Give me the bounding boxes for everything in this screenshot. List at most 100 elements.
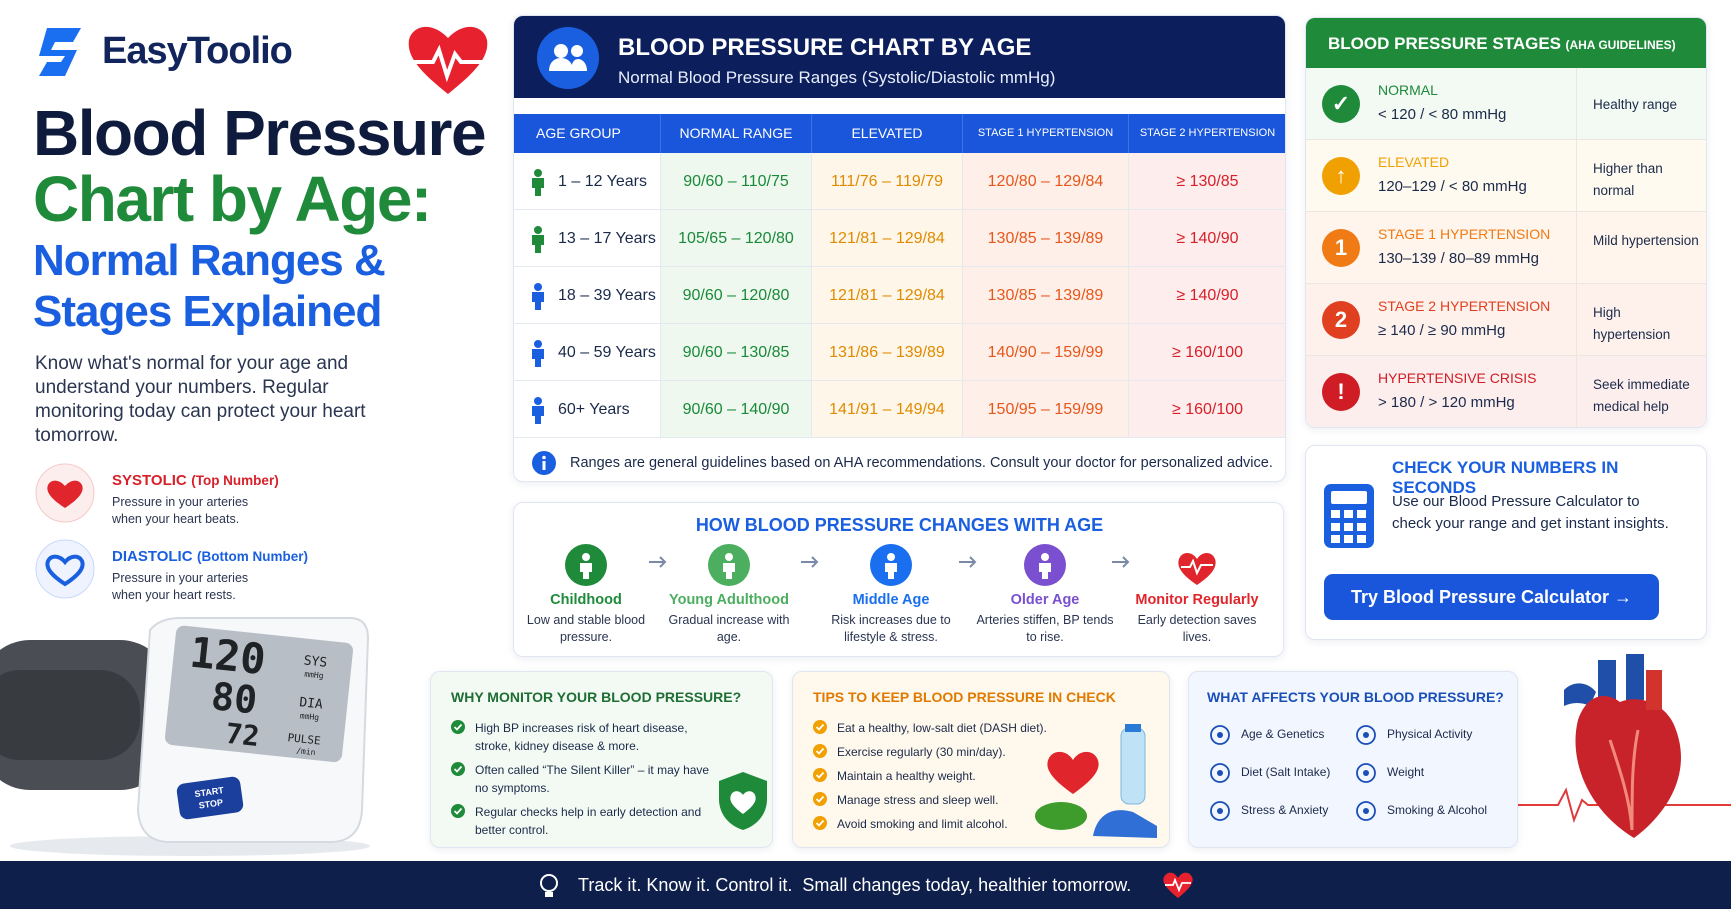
person-icon	[532, 397, 544, 424]
definition-text: Pressure in your arteries when your hear…	[112, 495, 249, 526]
tips-card: TIPS TO KEEP BLOOD PRESSURE IN CHECK Eat…	[792, 671, 1170, 848]
stage-meaning: Seek immediate medical help	[1593, 377, 1690, 414]
changes-card: HOW BLOOD PRESSURE CHANGES WITH AGE Chil…	[513, 502, 1284, 657]
factor-label: Weight	[1387, 765, 1425, 779]
tick	[815, 819, 825, 827]
body	[723, 563, 735, 579]
monitor-sys: SYS	[303, 653, 328, 670]
check-card: CHECK YOUR NUMBERS IN SECONDS Use our Bl…	[1305, 445, 1707, 640]
check-title: CHECK YOUR NUMBERS IN SECONDS	[1392, 458, 1619, 497]
stage-name: Monitor Regularly	[1135, 592, 1259, 608]
icon-ring	[1356, 801, 1376, 821]
factor-label: Stress & Anxiety	[1241, 803, 1329, 817]
icon-ring	[1210, 763, 1230, 783]
arrow-shape	[959, 556, 977, 568]
range-cell: ≥ 140/90	[1129, 267, 1285, 324]
stage-icon	[1024, 544, 1066, 586]
shield-icon	[719, 772, 767, 830]
tick	[453, 765, 463, 773]
stage-badge: !	[1322, 373, 1360, 411]
icon-bg	[813, 768, 827, 782]
range-cell: 141/91 – 149/94	[812, 381, 963, 438]
person-icon	[532, 169, 544, 196]
icon-heart	[47, 480, 83, 508]
monitor-sys-value: 120	[187, 628, 268, 685]
footer-heart	[1163, 872, 1193, 898]
heart-icon	[408, 26, 488, 94]
check-icon	[813, 792, 827, 806]
title-line: Stages Explained	[33, 287, 382, 336]
stage-name: Middle Age	[852, 592, 930, 608]
screen	[165, 625, 353, 763]
factor-icon	[1356, 801, 1376, 821]
stage-name: NORMAL	[1378, 82, 1438, 98]
monitor-dia: DIA	[299, 695, 324, 712]
age-cell: 13 – 17 Years	[514, 210, 661, 267]
stage-reading: 120–129 / < 80 mmHg	[1378, 178, 1527, 195]
tips-title: TIPS TO KEEP BLOOD PRESSURE IN CHECK	[813, 689, 1116, 705]
stage-meaning: High hypertension	[1593, 305, 1671, 342]
stage-name: Childhood	[550, 592, 622, 608]
bulb-icon	[540, 874, 558, 897]
table-note: Ranges are general guidelines based on A…	[570, 455, 1273, 471]
button-label: START	[194, 785, 225, 799]
body	[1039, 563, 1051, 579]
icon-bg	[813, 792, 827, 806]
factor-label: Age & Genetics	[1241, 727, 1325, 741]
factor-label: Diet (Salt Intake)	[1241, 765, 1331, 779]
stage-name: STAGE 1 HYPERTENSION	[1378, 226, 1551, 242]
list-item: Maintain a healthy weight.	[837, 769, 976, 783]
table-header	[514, 16, 1285, 98]
tick	[815, 723, 825, 731]
table-subtitle: Normal Blood Pressure Ranges (Systolic/D…	[618, 68, 1056, 87]
why-title: WHY MONITOR YOUR BLOOD PRESSURE?	[451, 689, 742, 705]
range-cell: 130/85 – 139/89	[963, 210, 1129, 267]
tick	[815, 771, 825, 779]
list-item: High BP increases risk of heart disease,…	[475, 721, 688, 753]
age-cell: 18 – 39 Years	[514, 267, 661, 324]
why-card: WHY MONITOR YOUR BLOOD PRESSURE? High BP…	[430, 671, 773, 848]
factor-icon	[1210, 763, 1230, 783]
affects-title: WHAT AFFECTS YOUR BLOOD PRESSURE?	[1207, 689, 1504, 705]
stage-divider	[1576, 68, 1577, 140]
stage-badge: ✓	[1322, 85, 1360, 123]
range-cell: ≥ 140/90	[1129, 210, 1285, 267]
changes-title: HOW BLOOD PRESSURE CHANGES WITH AGE	[695, 515, 1104, 535]
check-icon	[813, 744, 827, 758]
tick	[453, 807, 463, 815]
column-header: STAGE 1 HYPERTENSION	[963, 114, 1129, 153]
stage-name: STAGE 2 HYPERTENSION	[1378, 298, 1551, 314]
icon-ring	[1356, 763, 1376, 783]
head	[887, 553, 895, 561]
head	[534, 397, 542, 405]
definition-text: Pressure in your arteries when your hear…	[112, 571, 249, 602]
range-cell: 140/90 – 159/99	[963, 324, 1129, 381]
stage-badge: 2	[1322, 301, 1360, 339]
calculator-button[interactable]: Try Blood Pressure Calculator →	[1324, 574, 1659, 620]
arrow-shape	[1112, 556, 1130, 568]
stage-name: HYPERTENSIVE CRISIS	[1378, 370, 1537, 386]
stage-reading: ≥ 140 / ≥ 90 mmHg	[1378, 322, 1506, 339]
icon-ring	[1210, 801, 1230, 821]
factor-label: Smoking & Alcohol	[1387, 803, 1488, 817]
stage-icon	[565, 544, 607, 586]
stages-title-text: BLOOD PRESSURE STAGES	[1328, 34, 1561, 53]
definition-term: DIASTOLIC	[112, 548, 193, 565]
people-icon	[537, 27, 599, 89]
list-item: Avoid smoking and limit alcohol.	[837, 817, 1008, 831]
icon-bg	[813, 816, 827, 830]
pulse	[1181, 558, 1213, 576]
icon-bg	[35, 539, 95, 599]
stage-reading: > 180 / > 120 mmHg	[1378, 394, 1515, 411]
stage-divider	[1576, 356, 1577, 427]
start-button	[176, 776, 244, 820]
stages-header	[1306, 18, 1706, 68]
monitor-pulse-unit: /min	[296, 746, 316, 757]
check-icon	[451, 720, 465, 734]
title-line: Normal Ranges &	[33, 236, 386, 285]
button-label: STOP	[198, 797, 223, 810]
icon-dot	[1217, 770, 1223, 776]
tick	[815, 747, 825, 755]
icon-bg	[451, 762, 465, 776]
body	[532, 178, 544, 196]
